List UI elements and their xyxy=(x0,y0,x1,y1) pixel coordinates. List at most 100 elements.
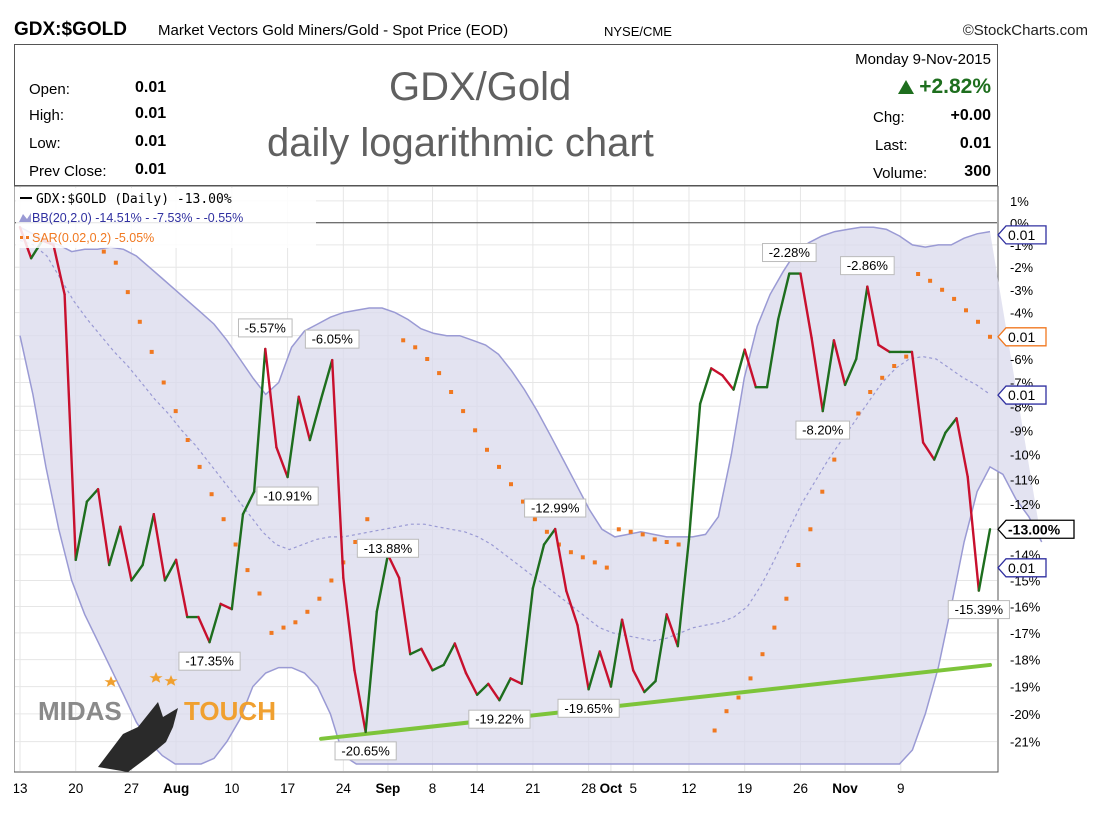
support-trendline-segment xyxy=(319,662,992,741)
label-box xyxy=(304,329,360,349)
value-tag-box xyxy=(997,225,1047,245)
price-segment xyxy=(576,623,590,691)
value-tag-text: 0.01 xyxy=(1008,329,1035,345)
sar-dot xyxy=(940,287,945,292)
price-segment xyxy=(698,367,713,406)
price-segment xyxy=(208,602,222,644)
price-segment xyxy=(498,677,512,702)
price-segment xyxy=(375,553,390,613)
sar-dot xyxy=(485,447,489,452)
x-tick-label: 13 xyxy=(14,781,28,796)
label-text: -15.39% xyxy=(955,602,1004,617)
sar-dot xyxy=(580,555,585,560)
price-segment xyxy=(409,647,423,656)
label-box xyxy=(795,420,851,440)
peak-trough-label: -19.65% xyxy=(557,698,620,718)
sar-dot xyxy=(269,630,274,635)
legend-price: GDX:$GOLD (Daily) -13.00% xyxy=(36,192,232,207)
peak-trough-label: -20.65% xyxy=(334,741,397,761)
label-text: -6.05% xyxy=(312,332,354,347)
bollinger-lower-line xyxy=(19,335,1043,765)
label-box xyxy=(178,651,241,671)
quote-date: Monday 9-Nov-2015 xyxy=(855,51,991,68)
price-chart[interactable]: -17.35% -5.57% -10.91% -6.05% -13.88% -20.65%… xyxy=(12,185,1086,809)
price-segment xyxy=(520,587,535,686)
sar-dot xyxy=(173,409,178,414)
value-tag-text: -13.00% xyxy=(1008,521,1061,537)
logo-text-touch: TOUCH xyxy=(184,696,276,726)
bollinger-legend-icon xyxy=(19,213,31,222)
price-segment xyxy=(52,243,66,296)
y-tick-label: -16% xyxy=(1010,600,1041,615)
peak-trough-label: -2.86% xyxy=(840,256,895,276)
stockcharts-credit[interactable]: ©StockCharts.com xyxy=(962,22,1088,39)
price-segment xyxy=(63,293,77,562)
sar-dot xyxy=(868,390,873,394)
sar-dot xyxy=(149,349,154,354)
price-segment xyxy=(977,528,992,592)
price-segment xyxy=(230,512,245,611)
y-tick-label: -10% xyxy=(1010,448,1041,463)
value-tag: 0.01 xyxy=(997,558,1047,578)
price-segment xyxy=(163,558,178,582)
legend-sar: SAR(0.02,0.2) -5.05% xyxy=(32,231,154,245)
y-tick-label: -11% xyxy=(1010,472,1040,487)
price-segment xyxy=(799,272,813,340)
price-segment xyxy=(353,669,367,734)
x-tick-label: 10 xyxy=(224,781,239,796)
price-segment xyxy=(431,663,445,672)
bull-silhouette-icon xyxy=(98,702,178,772)
sar-dot xyxy=(664,540,669,544)
label-box xyxy=(334,741,397,761)
sar-dot xyxy=(113,260,118,265)
price-chart-svg[interactable]: -17.35% -5.57% -10.91% -6.05% -13.88% -20.65%… xyxy=(12,185,1086,804)
x-tick-label: Oct xyxy=(600,781,623,796)
sar-dot xyxy=(952,296,957,301)
x-tick-label: 20 xyxy=(68,781,83,796)
right-value-tags: 0.01 0.01 0.01 -13.00% 0.01 xyxy=(997,225,1075,578)
price-segment xyxy=(776,272,791,321)
x-tick-label: 26 xyxy=(793,781,808,796)
value-tag: -13.00% xyxy=(997,519,1075,539)
price-segment xyxy=(632,669,646,694)
price-segment xyxy=(509,677,523,686)
price-segment xyxy=(442,642,457,667)
price-segment xyxy=(107,525,122,567)
bollinger-band-fill xyxy=(20,227,1042,764)
price-segment xyxy=(252,347,267,493)
sar-dot xyxy=(245,568,250,573)
sar-dot xyxy=(233,542,238,547)
stat-label-high: High: xyxy=(29,107,65,124)
y-axis: 1%0%-1%-2%-3%-4%-5%-6%-7%-8%-9%-10%-11%-… xyxy=(1010,194,1041,750)
sar-dot xyxy=(796,563,801,567)
sar-dot xyxy=(832,457,837,462)
sar-dot xyxy=(425,357,430,361)
x-axis: 13 20 27 Aug 10 17 24 Sep 8 14 21 28 Oct 5 12 19 26 Nov 9 xyxy=(12,781,904,796)
sar-dot xyxy=(521,499,525,504)
price-segment xyxy=(119,525,133,582)
sar-dot xyxy=(616,527,621,532)
sar-dot xyxy=(329,578,334,583)
value-tag-box xyxy=(997,558,1047,578)
peak-trough-labels: -17.35% -5.57% -10.91% -6.05% -13.88% -20.65%… xyxy=(178,243,1010,761)
y-tick-label: -4% xyxy=(1010,306,1034,321)
x-tick-label: 17 xyxy=(280,781,295,796)
sar-dot xyxy=(988,334,992,339)
label-text: -19.65% xyxy=(564,701,613,716)
sar-dot xyxy=(676,542,681,547)
price-segment xyxy=(342,576,356,672)
price-line xyxy=(18,225,992,734)
y-tick-label: -18% xyxy=(1010,653,1041,668)
value-tag-box xyxy=(997,385,1047,405)
price-segment xyxy=(866,285,880,347)
sar-dot xyxy=(820,489,825,494)
price-segment xyxy=(665,613,680,648)
price-segment xyxy=(219,602,234,611)
star-icon xyxy=(149,672,163,683)
sar-dot xyxy=(856,411,861,416)
y-tick-label: -21% xyxy=(1010,735,1041,750)
price-segment xyxy=(420,647,434,672)
sar-dot xyxy=(916,272,921,276)
sar-dot xyxy=(257,591,262,596)
chart-legend: GDX:$GOLD (Daily) -13.00% BB(20,2.0) -14… xyxy=(16,188,316,248)
